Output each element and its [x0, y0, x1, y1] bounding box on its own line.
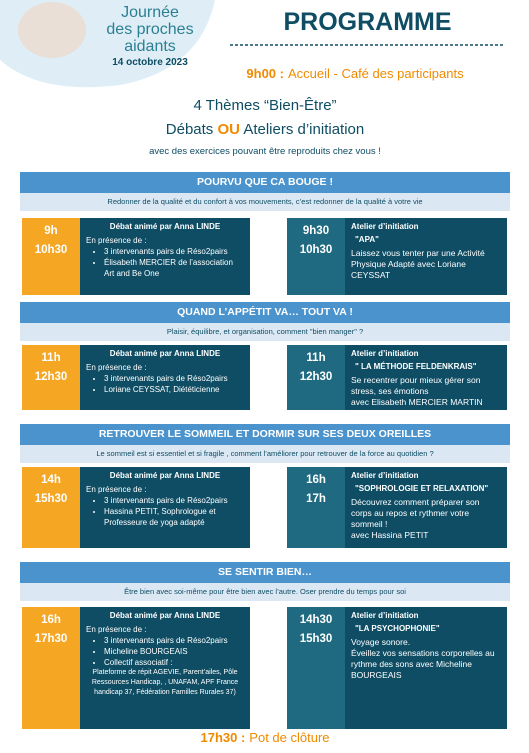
intro-line: 4 Thèmes “Bien-Être”	[193, 97, 337, 114]
bullet: 3 intervenants pairs de Réso2pairs	[104, 635, 244, 646]
atelier-time: 11h 12h30	[287, 345, 345, 410]
atelier-box: Atelier d’initiation "LA PSYCHOPHONIE" Voy…	[345, 607, 507, 729]
debate-box: Débat animé par Anna LINDE En présence de…	[80, 607, 250, 729]
theme-title: QUAND L’APPÉTIT VA… TOUT VA !	[20, 302, 510, 323]
welcome: 9h00 : Accueil - Café des participants	[200, 66, 510, 81]
intro-line: Débats OU Ateliers d’initiation	[60, 121, 470, 138]
time: 11h	[306, 352, 326, 364]
hands-image	[18, 2, 86, 58]
theme-subtitle: Plaisir, équilibre, et organisation, com…	[20, 323, 510, 341]
atelier-line: Voyage sonore.	[351, 637, 411, 647]
time: 14h30	[299, 614, 333, 626]
debate-time: 14h 15h30	[22, 467, 80, 548]
closing-time: 17h30 :	[200, 730, 246, 745]
title: PROGRAMME	[283, 8, 452, 36]
time: 16h	[41, 614, 61, 626]
intro-part: Débats	[165, 121, 218, 138]
atelier-box: Atelier d’initiation " LA MÉTHODE FELDENK…	[345, 345, 507, 410]
logo-line: des proches	[106, 21, 194, 38]
atelier-box: Atelier d’initiation "APA" Laissez vous te…	[345, 218, 507, 295]
debate-box: Débat animé par Anna LINDE En présence de…	[80, 345, 250, 410]
time: 14h	[41, 474, 61, 486]
atelier-box: Atelier d’initiation "SOPHROLOGIE ET RELA…	[345, 467, 507, 548]
bullets: 3 intervenants pairs de Réso2pairsÉlisab…	[86, 246, 244, 279]
time: 15h30	[34, 493, 68, 505]
bullets: 3 intervenants pairs de Réso2pairsLorian…	[86, 373, 244, 395]
time: 10h30	[34, 244, 68, 256]
time: 9h	[44, 225, 58, 237]
logo-line: Journée	[121, 4, 179, 21]
time: 11h	[41, 352, 61, 364]
intro-part: Ateliers d’initiation	[239, 121, 365, 138]
debate-title: Débat animé par Anna LINDE	[109, 471, 221, 480]
closing-text: Pot de clôture	[249, 730, 330, 745]
closing: 17h30 : Pot de clôture	[100, 730, 430, 745]
debate-intro: En présence de :	[86, 236, 147, 245]
time: 17h	[306, 493, 326, 505]
atelier-time: 16h 17h	[287, 467, 345, 548]
time: 12h30	[34, 371, 68, 383]
atelier-line: Éveillez vos sensations corporelles au r…	[351, 648, 495, 680]
bullet: Micheline BOURGEAIS	[104, 646, 244, 657]
debate-time: 16h 17h30	[22, 607, 80, 729]
intro-part: OU	[217, 121, 240, 138]
theme-subtitle: Redonner de la qualité et du confort à v…	[20, 193, 510, 211]
atelier-line: Se recentrer pour mieux gérer son stress…	[351, 375, 481, 396]
time: 9h30	[302, 225, 330, 237]
theme-subtitle: Le sommeil est si essentiel et si fragil…	[20, 445, 510, 463]
debate-intro: En présence de :	[86, 363, 147, 372]
debate-time: 9h 10h30	[22, 218, 80, 295]
time: 12h30	[299, 371, 333, 383]
atelier-title: Atelier d’initiation	[351, 222, 419, 231]
theme-title: SE SENTIR BIEN…	[20, 562, 510, 583]
date: 14 octobre 2023	[112, 57, 188, 68]
atelier-name: "APA"	[355, 235, 379, 244]
atelier-name: "SOPHROLOGIE ET RELAXATION"	[355, 484, 489, 493]
debate-intro: En présence de :	[86, 485, 147, 494]
debate-note: Plateforme de répit AGEVIE, Parent’ailes…	[91, 669, 239, 696]
atelier-line: avec Elisabeth MERCIER MARTIN	[351, 397, 483, 407]
debate-title: Débat animé par Anna LINDE	[109, 349, 221, 358]
bullet: Élisabeth MERCIER de l’association Art a…	[104, 257, 244, 279]
atelier-title: Atelier d’initiation	[351, 471, 419, 480]
intro-line: avec des exercices pouvant être reprodui…	[149, 146, 381, 157]
bullet: 3 intervenants pairs de Réso2pairs	[104, 495, 244, 506]
bullet: Loriane CEYSSAT, Diététicienne	[104, 384, 244, 395]
time: 16h	[306, 474, 326, 486]
atelier-name: " LA MÉTHODE FELDENKRAIS"	[355, 362, 477, 371]
debate-intro: En présence de :	[86, 625, 147, 634]
theme-subtitle: Être bien avec soi-même pour être bien a…	[20, 583, 510, 601]
bullet: 3 intervenants pairs de Réso2pairs	[104, 373, 244, 384]
theme-title: POURVU QUE CA BOUGE !	[20, 172, 510, 193]
bullet: 3 intervenants pairs de Réso2pairs	[104, 246, 244, 257]
bullets: 3 intervenants pairs de Réso2pairsHassin…	[86, 495, 244, 528]
atelier-title: Atelier d’initiation	[351, 611, 419, 620]
atelier-line: Découvrez comment préparer son corps au …	[351, 497, 480, 529]
bullets: 3 intervenants pairs de Réso2pairsMichel…	[86, 635, 244, 668]
bullet: Collectif associatif :	[104, 657, 244, 668]
debate-box: Débat animé par Anna LINDE En présence de…	[80, 467, 250, 548]
atelier-name: "LA PSYCHOPHONIE"	[355, 624, 440, 633]
theme-title: RETROUVER LE SOMMEIL ET DORMIR SUR SES D…	[20, 424, 510, 445]
bullet: Hassina PETIT, Sophrologue et Professeur…	[104, 506, 244, 528]
debate-title: Débat animé par Anna LINDE	[109, 222, 221, 231]
welcome-text: Accueil - Café des participants	[287, 66, 464, 81]
atelier-time: 14h30 15h30	[287, 607, 345, 729]
welcome-time: 9h00 :	[246, 66, 284, 81]
atelier-time: 9h30 10h30	[287, 218, 345, 295]
time: 15h30	[299, 633, 333, 645]
atelier-line: avec Hassina PETIT	[351, 530, 429, 540]
debate-title: Débat animé par Anna LINDE	[109, 611, 221, 620]
logo-line: aidants	[124, 38, 176, 55]
debate-time: 11h 12h30	[22, 345, 80, 410]
time: 10h30	[299, 244, 333, 256]
time: 17h30	[34, 633, 68, 645]
atelier-line: Laissez vous tenter par une Activité Phy…	[351, 248, 485, 280]
debate-box: Débat animé par Anna LINDE En présence de…	[80, 218, 250, 295]
atelier-title: Atelier d’initiation	[351, 349, 419, 358]
